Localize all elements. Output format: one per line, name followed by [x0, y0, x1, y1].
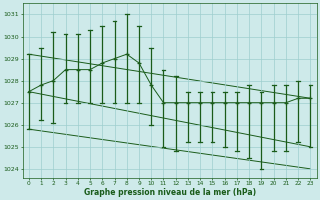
X-axis label: Graphe pression niveau de la mer (hPa): Graphe pression niveau de la mer (hPa) [84, 188, 256, 197]
